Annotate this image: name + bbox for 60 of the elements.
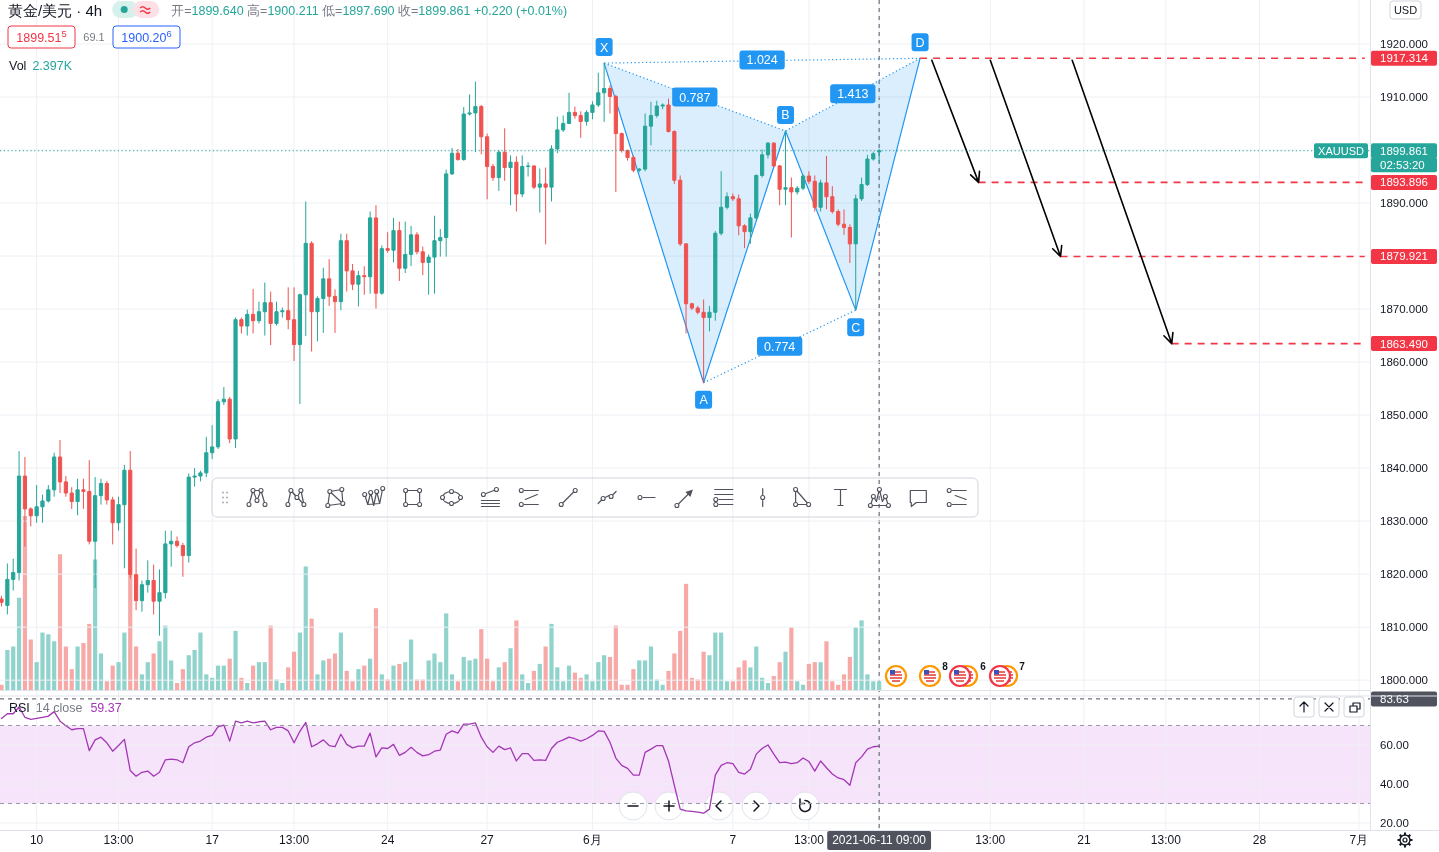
x-tick-label: 13:00 <box>279 833 310 847</box>
annotation: C <box>851 320 861 335</box>
annotation: A <box>699 393 709 408</box>
x-tick-label: 28 <box>1252 833 1267 847</box>
text: USD <box>1393 4 1418 16</box>
annotation: 0.787 <box>679 90 711 105</box>
annotation: 69.1 <box>83 31 105 43</box>
y-tick-label: 20.00 <box>1380 816 1409 829</box>
chart-title: 黄金/美元 · 4h <box>8 2 103 19</box>
y-tick-label: 1920.000 <box>1380 38 1428 50</box>
ref-line-label: 83.63 <box>1380 692 1409 705</box>
x-tick-label: 13:00 <box>793 833 825 847</box>
y-tick-label: 1830.000 <box>1380 515 1428 528</box>
text: 1863.490 <box>1380 337 1428 350</box>
y-tick-label: 1800.000 <box>1380 674 1428 687</box>
y-tick-label: 1850.000 <box>1380 409 1428 422</box>
y-tick-label: 1840.000 <box>1380 462 1428 475</box>
y-tick-label: 1910.000 <box>1380 91 1428 104</box>
ref-line-label: 1899.861 <box>1380 144 1428 157</box>
y-tick-label: 60.00 <box>1380 738 1409 751</box>
annotation: D <box>915 35 925 50</box>
x-tick-label: 13:00 <box>975 833 1006 847</box>
annotation: 0.774 <box>764 339 796 354</box>
y-tick-label: 1820.000 <box>1380 568 1428 581</box>
text: 1917.314 <box>1380 52 1429 65</box>
x-tick-label: 10 <box>29 833 44 847</box>
chart-title: RSI <box>9 701 30 715</box>
x-tick-label: 7月 <box>1349 833 1369 847</box>
annotation: XAUUSD <box>1318 144 1364 157</box>
x-tick-label: 2021-06-11 09:00 <box>832 833 927 847</box>
annotation: 1900.20$^{6}$ <box>121 28 172 45</box>
text: 02:53:20 <box>1380 158 1425 171</box>
annotation: 7 <box>1019 661 1026 672</box>
y-tick-label: 1860.000 <box>1380 356 1428 369</box>
x-tick-label: 13:00 <box>103 833 134 847</box>
annotation: 59.37 <box>90 701 122 715</box>
y-tick-label: 1890.000 <box>1380 197 1428 210</box>
y-tick-label: 1810.000 <box>1380 621 1428 634</box>
x-tick-label: 24 <box>380 833 395 847</box>
annotation: 1899.51$^{5}$ <box>16 28 67 45</box>
annotation: 1.024 <box>746 53 778 68</box>
text: 1879.921 <box>1380 250 1428 263</box>
annotation: B <box>781 108 790 123</box>
annotation: 8 <box>942 661 949 672</box>
annotation: 2.397K <box>32 59 73 73</box>
chart-title: Vol <box>9 59 27 73</box>
y-tick-label: 1870.000 <box>1380 303 1428 316</box>
x-tick-label: 13:00 <box>1150 833 1182 847</box>
annotation: X <box>599 40 609 55</box>
x-tick-label: 21 <box>1077 833 1091 847</box>
text: 1893.896 <box>1380 176 1428 189</box>
y-tick-label: 40.00 <box>1380 777 1409 790</box>
x-tick-label: 7 <box>729 833 737 847</box>
x-tick-label: 27 <box>480 833 495 847</box>
text: 开=1899.640 高=1900.211 低=1897.690 收=1899.861 +0.220 (+0.01%) <box>171 4 568 18</box>
x-tick-label: 6月 <box>583 833 602 847</box>
annotation: 6 <box>980 661 987 672</box>
x-tick-label: 17 <box>205 833 220 847</box>
chart-subtitle: 14 close <box>35 701 83 715</box>
annotation: 1.413 <box>837 87 869 102</box>
